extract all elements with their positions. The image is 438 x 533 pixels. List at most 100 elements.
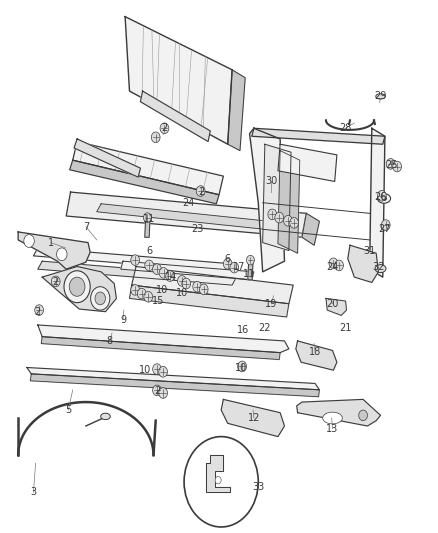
- Ellipse shape: [323, 412, 343, 424]
- Polygon shape: [248, 261, 253, 280]
- Circle shape: [159, 387, 167, 398]
- Circle shape: [152, 264, 161, 274]
- Polygon shape: [228, 70, 245, 151]
- Circle shape: [152, 385, 161, 395]
- Circle shape: [193, 281, 201, 292]
- Circle shape: [196, 185, 205, 196]
- Text: 1: 1: [48, 238, 54, 247]
- Circle shape: [64, 271, 90, 303]
- Text: 13: 13: [326, 424, 339, 434]
- Circle shape: [223, 259, 232, 269]
- Polygon shape: [250, 128, 285, 272]
- Text: 9: 9: [120, 314, 126, 325]
- Ellipse shape: [375, 265, 386, 272]
- Circle shape: [182, 278, 191, 289]
- Circle shape: [386, 159, 395, 169]
- Ellipse shape: [376, 94, 385, 99]
- Text: 21: 21: [339, 322, 352, 333]
- Text: 29: 29: [374, 91, 387, 101]
- Circle shape: [215, 477, 221, 484]
- Polygon shape: [27, 368, 319, 390]
- Circle shape: [95, 292, 106, 305]
- Polygon shape: [125, 17, 232, 144]
- Polygon shape: [297, 399, 381, 426]
- Text: 33: 33: [252, 482, 265, 492]
- Circle shape: [247, 255, 254, 265]
- Circle shape: [238, 361, 247, 372]
- Polygon shape: [206, 455, 230, 492]
- Text: 5: 5: [65, 405, 71, 415]
- Text: 6: 6: [146, 246, 152, 255]
- Circle shape: [145, 260, 153, 271]
- Circle shape: [268, 209, 277, 220]
- Circle shape: [290, 217, 298, 228]
- Text: 17: 17: [233, 262, 245, 271]
- Ellipse shape: [381, 223, 389, 230]
- Text: 10: 10: [176, 288, 188, 298]
- Text: 25: 25: [385, 160, 398, 171]
- Polygon shape: [97, 204, 285, 231]
- Text: 28: 28: [339, 123, 352, 133]
- Circle shape: [35, 305, 43, 316]
- Polygon shape: [132, 266, 293, 304]
- Polygon shape: [38, 325, 289, 353]
- Polygon shape: [302, 213, 319, 245]
- Text: 23: 23: [191, 224, 203, 235]
- Circle shape: [144, 292, 152, 302]
- Text: 18: 18: [309, 346, 321, 357]
- Polygon shape: [370, 128, 385, 277]
- Polygon shape: [66, 192, 306, 237]
- Circle shape: [131, 255, 140, 265]
- Circle shape: [381, 220, 390, 230]
- Circle shape: [24, 235, 34, 247]
- Circle shape: [359, 410, 367, 421]
- Text: 16: 16: [237, 325, 249, 335]
- Circle shape: [144, 213, 151, 222]
- Polygon shape: [18, 232, 90, 269]
- Text: 2: 2: [52, 278, 58, 287]
- Ellipse shape: [101, 413, 110, 419]
- Polygon shape: [73, 142, 223, 195]
- Polygon shape: [252, 128, 385, 144]
- Text: 19: 19: [265, 298, 278, 309]
- Circle shape: [151, 132, 160, 143]
- Text: 20: 20: [326, 298, 339, 309]
- Text: 22: 22: [258, 322, 271, 333]
- Circle shape: [329, 258, 338, 269]
- Text: 2: 2: [198, 187, 205, 197]
- Polygon shape: [278, 151, 300, 253]
- Polygon shape: [42, 266, 117, 312]
- Polygon shape: [348, 245, 378, 282]
- Polygon shape: [145, 219, 150, 237]
- Text: 3: 3: [30, 488, 36, 497]
- Text: 12: 12: [248, 413, 260, 423]
- Circle shape: [69, 277, 85, 296]
- Text: 10: 10: [139, 365, 151, 375]
- Text: 11: 11: [244, 270, 256, 279]
- Polygon shape: [41, 337, 280, 360]
- Circle shape: [131, 285, 140, 295]
- Text: 8: 8: [107, 336, 113, 346]
- Text: 14: 14: [165, 272, 177, 282]
- Text: 10: 10: [156, 286, 168, 295]
- Polygon shape: [38, 261, 237, 285]
- Circle shape: [284, 215, 292, 226]
- Text: 2: 2: [35, 306, 41, 317]
- Circle shape: [275, 212, 284, 223]
- Text: 31: 31: [364, 246, 376, 255]
- Text: 15: 15: [152, 296, 164, 306]
- Circle shape: [57, 248, 67, 261]
- Polygon shape: [70, 160, 219, 204]
- Polygon shape: [221, 399, 285, 437]
- Polygon shape: [30, 374, 319, 397]
- Text: 11: 11: [143, 214, 155, 224]
- Text: 27: 27: [379, 224, 391, 235]
- Circle shape: [199, 284, 208, 295]
- Polygon shape: [326, 298, 346, 316]
- Circle shape: [230, 262, 239, 273]
- Circle shape: [159, 367, 167, 377]
- Text: 24: 24: [182, 198, 194, 208]
- Text: 30: 30: [265, 176, 278, 187]
- Circle shape: [159, 268, 168, 278]
- Circle shape: [160, 123, 169, 134]
